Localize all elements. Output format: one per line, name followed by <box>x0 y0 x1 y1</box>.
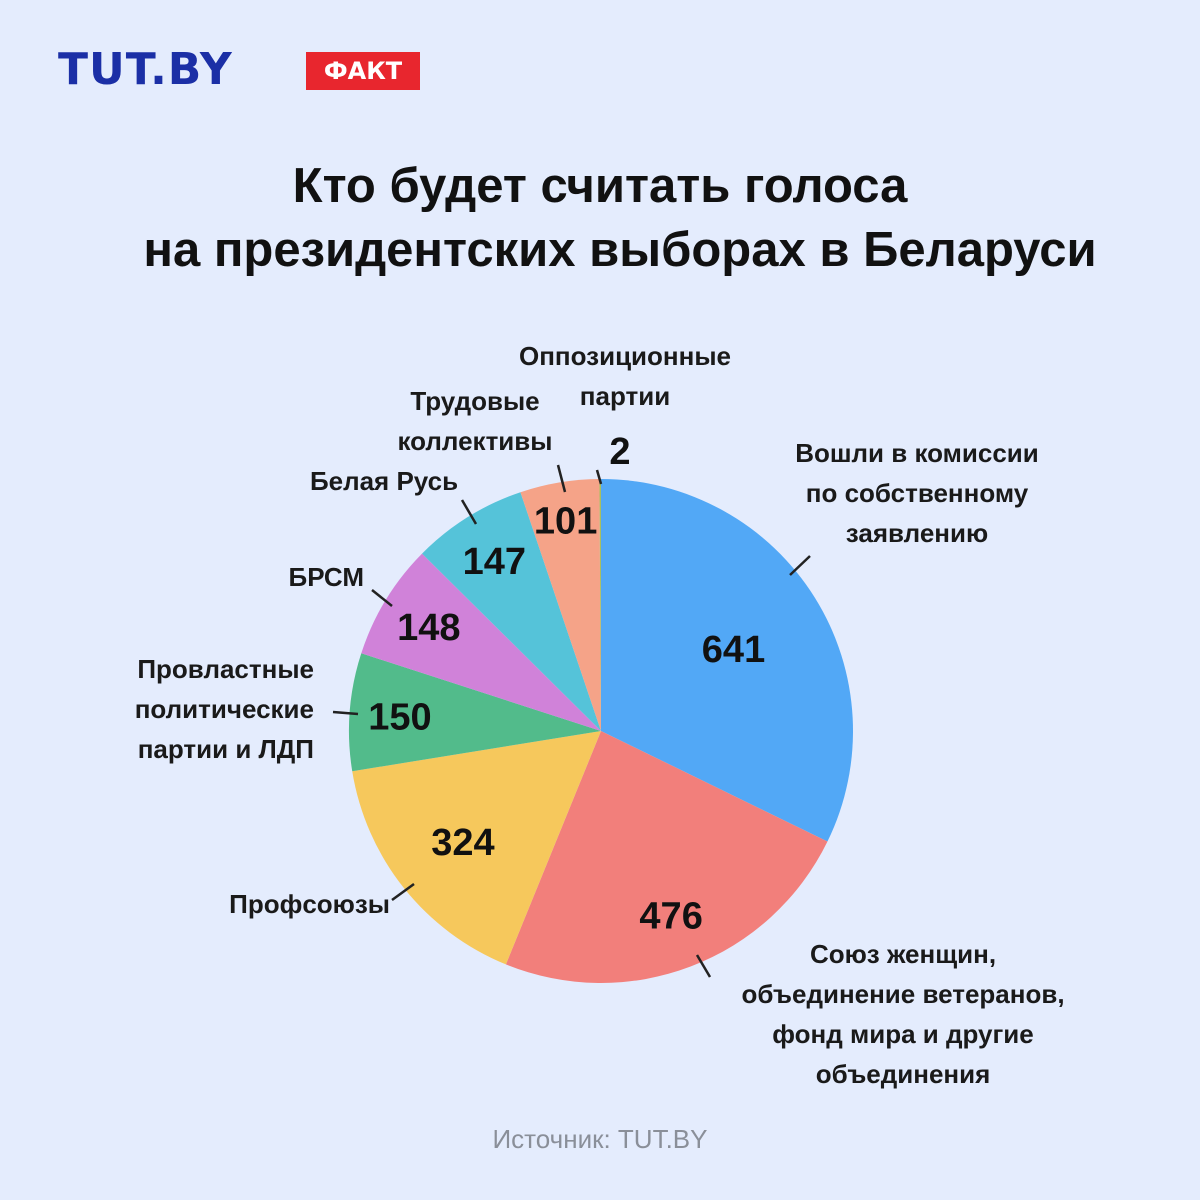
category-label-0: Вошли в комиссии по собственному заявлению <box>795 438 1039 548</box>
leader-line-1 <box>695 954 712 978</box>
value-label-5: 147 <box>463 541 526 583</box>
pie-slice-2 <box>352 731 601 965</box>
category-label-line: Оппозиционные <box>519 341 731 371</box>
category-label-line: партии и ЛДП <box>138 734 314 764</box>
page-title: Кто будет считать голоса на президентски… <box>0 154 1200 282</box>
leader-line-2 <box>391 882 415 902</box>
value-label-6: 101 <box>534 501 597 543</box>
title-line-2: на президентских выборах в Беларуси <box>143 223 1097 277</box>
category-label-line: коллективы <box>398 426 553 456</box>
pie-slice-7 <box>599 479 601 731</box>
value-label-7: 2 <box>609 431 630 473</box>
value-label-4: 148 <box>397 607 460 649</box>
pie-slice-1 <box>505 731 828 983</box>
category-label-line: партии <box>580 381 670 411</box>
category-label-1: Союз женщин, объединение ветеранов, фонд м… <box>741 939 1064 1089</box>
category-label-line: фонд мира и другие <box>772 1019 1034 1049</box>
category-label-line: заявлению <box>846 518 988 548</box>
leader-line-3 <box>332 710 359 716</box>
category-label-5: Белая Русь <box>310 466 458 496</box>
category-label-line: Белая Русь <box>310 466 458 496</box>
category-label-line: политические <box>135 694 314 724</box>
leader-line-5 <box>460 499 478 525</box>
fact-badge: ФАКТ <box>306 52 420 90</box>
leader-line-6 <box>556 464 567 493</box>
category-label-line: Провластные <box>137 654 314 684</box>
category-label-line: БРСМ <box>289 562 364 592</box>
value-label-1: 476 <box>639 896 702 938</box>
leader-line-0 <box>789 555 811 576</box>
pie-slice-3 <box>349 653 601 772</box>
value-label-3: 150 <box>368 697 431 739</box>
leader-line-7 <box>595 469 603 485</box>
category-label-line: Трудовые <box>410 386 539 416</box>
pie-slice-6 <box>520 479 601 731</box>
category-label-line: Союз женщин, <box>810 939 996 969</box>
category-label-line: Вошли в комиссии <box>795 438 1039 468</box>
pie-slice-0 <box>601 479 853 842</box>
category-label-4: БРСМ <box>289 562 364 592</box>
category-label-line: Профсоюзы <box>229 889 390 919</box>
source-note: Источник: TUT.BY <box>492 1124 708 1154</box>
category-label-6: Трудовые коллективы <box>398 386 553 456</box>
category-label-3: Провластные политические партии и ЛДП <box>135 654 314 764</box>
category-label-line: объединения <box>816 1059 991 1089</box>
title-line-1: Кто будет считать голоса <box>292 159 908 213</box>
value-label-2: 324 <box>431 822 494 864</box>
leader-line-4 <box>371 589 393 607</box>
category-label-line: по собственному <box>806 478 1029 508</box>
category-label-2: Профсоюзы <box>229 889 390 919</box>
tutby-logo: TUT.BY <box>58 44 233 95</box>
pie-slice-4 <box>361 553 601 731</box>
pie-slice-5 <box>422 492 601 731</box>
category-label-7: Оппозиционные партии <box>519 341 731 411</box>
category-label-line: объединение ветеранов, <box>741 979 1064 1009</box>
value-label-0: 641 <box>702 629 765 671</box>
